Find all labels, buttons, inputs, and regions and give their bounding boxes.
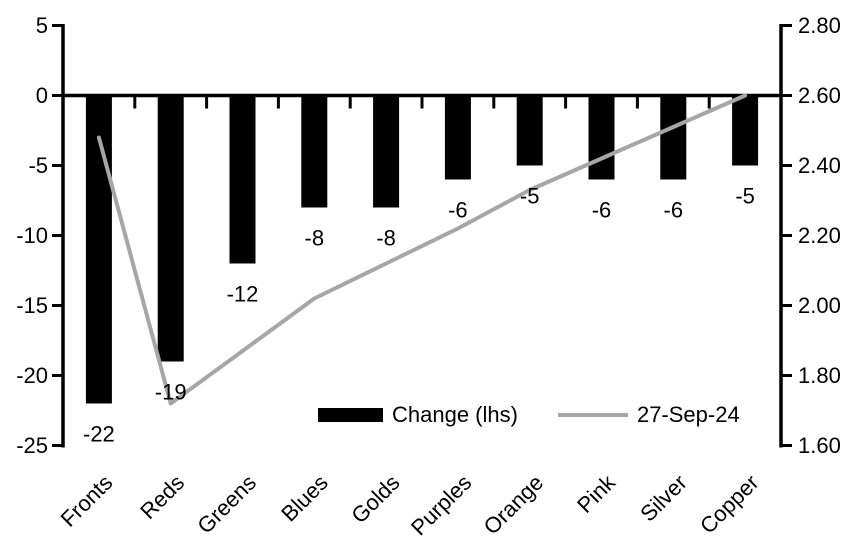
left-axis-tick-label: -10	[16, 223, 48, 248]
bar-blues	[301, 95, 328, 208]
legend-line-swatch	[557, 413, 628, 417]
right-axis-tick-label: 2.60	[798, 83, 841, 108]
legend-bar-series-label: Change (lhs)	[392, 402, 518, 427]
bar-data-label: -6	[664, 198, 684, 223]
category-label-pink: Pink	[572, 469, 621, 518]
left-axis-tick-label: 0	[36, 83, 48, 108]
legend-line-series-label: 27-Sep-24	[636, 402, 740, 427]
left-axis-tick-label: -20	[16, 363, 48, 388]
legend: Change (lhs) 27-Sep-24	[318, 402, 740, 428]
bar-data-label: -8	[305, 226, 325, 251]
bar-copper	[732, 95, 759, 166]
bar-silver	[660, 95, 687, 180]
left-axis-tick-label: -15	[16, 293, 48, 318]
right-axis-tick-label: 2.40	[798, 153, 841, 178]
bar-data-label: -6	[448, 198, 468, 223]
bar-pink	[588, 95, 615, 180]
bar-data-label: -5	[735, 184, 755, 209]
category-label-greens: Greens	[192, 470, 261, 539]
right-axis-tick-label: 2.20	[798, 223, 841, 248]
right-axis-tick-label: 1.60	[798, 433, 841, 458]
bar-data-label: -5	[520, 184, 540, 209]
bar-data-label: -8	[376, 226, 396, 251]
bar-golds	[373, 95, 400, 208]
right-axis-tick-label: 2.80	[798, 13, 841, 38]
category-label-blues: Blues	[276, 470, 333, 527]
bar-fronts	[85, 95, 112, 404]
bar-data-label: -6	[592, 198, 612, 223]
bar-greens	[229, 95, 256, 264]
category-label-fronts: Fronts	[56, 470, 118, 532]
left-axis-tick-label: -5	[28, 153, 48, 178]
bar-data-label: -12	[227, 282, 259, 307]
category-label-orange: Orange	[479, 470, 549, 540]
bar-reds	[157, 95, 184, 362]
bar-data-label: -19	[155, 380, 187, 405]
category-label-reds: Reds	[135, 470, 189, 524]
bar-purples	[444, 95, 471, 180]
right-axis-tick-label: 1.80	[798, 363, 841, 388]
right-axis-tick-label: 2.00	[798, 293, 841, 318]
category-label-copper: Copper	[695, 470, 764, 539]
bar-orange	[516, 95, 543, 166]
bar-data-label: -22	[83, 422, 115, 447]
left-axis-tick-label: 5	[36, 13, 48, 38]
line-series-27-sep-24	[96, 93, 748, 406]
category-label-purples: Purples	[406, 470, 476, 540]
category-label-golds: Golds	[346, 470, 404, 528]
category-label-silver: Silver	[635, 470, 692, 527]
left-axis-tick-label: -25	[16, 433, 48, 458]
legend-bar-swatch	[318, 408, 383, 422]
